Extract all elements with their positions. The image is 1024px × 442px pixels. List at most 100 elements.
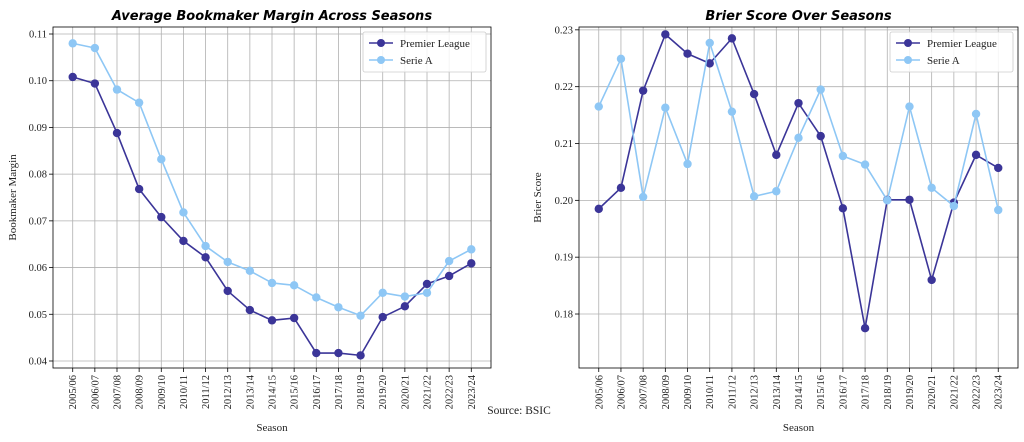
x-tick-label: 2009/10 — [157, 375, 168, 409]
data-point — [661, 30, 670, 39]
data-point — [949, 201, 959, 211]
data-point — [816, 85, 825, 94]
x-tick-label: 2017/18 — [861, 375, 872, 409]
data-point — [727, 34, 737, 43]
x-tick-label: 2008/09 — [661, 375, 672, 409]
x-tick-label: 2012/13 — [223, 375, 234, 409]
data-point — [289, 313, 299, 323]
data-point — [201, 253, 210, 262]
data-point — [772, 187, 781, 196]
x-tick-label: 2021/22 — [949, 375, 960, 409]
y-tick-label: 0.05 — [29, 310, 47, 321]
y-axis-label: Bookmaker Margin — [7, 154, 19, 241]
data-point — [134, 184, 144, 194]
y-tick-label: 0.04 — [29, 356, 48, 367]
x-tick-label: 2019/20 — [378, 375, 389, 409]
data-point — [378, 288, 387, 297]
data-point — [749, 89, 759, 99]
chart-brier-score: 0.18 0.19 0.20 0.21 0.22 0.23 2005/06 2006/07 20… — [532, 9, 1019, 434]
chart-title: Brier Score Over Seasons — [705, 9, 891, 24]
data-point — [772, 150, 781, 160]
data-point — [971, 150, 981, 160]
y-axis-label: Brier Score — [532, 172, 544, 223]
data-point — [594, 102, 603, 111]
data-point — [661, 103, 670, 112]
data-point — [749, 192, 759, 201]
y-tick-label: 0.11 — [29, 30, 47, 41]
data-point — [378, 312, 387, 322]
y-tick-label: 0.06 — [29, 263, 47, 274]
data-point — [838, 151, 848, 161]
legend-label: Serie A — [400, 55, 433, 67]
data-point — [90, 79, 100, 88]
data-point — [727, 107, 737, 116]
x-tick-label: 2014/15 — [794, 375, 805, 409]
data-point — [356, 351, 365, 360]
data-point — [616, 183, 626, 193]
legend-swatch-marker — [904, 56, 912, 64]
data-point — [422, 279, 432, 289]
y-tick-label: 0.19 — [555, 253, 573, 264]
y-tick-label: 0.21 — [555, 139, 573, 150]
x-axis-label: Season — [256, 422, 288, 434]
data-point — [334, 348, 343, 358]
data-point — [356, 311, 365, 320]
y-tick-label: 0.20 — [555, 196, 573, 207]
x-tick-label: 2006/07 — [90, 375, 101, 409]
data-point — [90, 43, 100, 53]
x-axis-label: Season — [783, 422, 815, 434]
source-note: Source: BSIC — [487, 405, 551, 417]
data-point — [705, 38, 714, 48]
x-tick-label: 2008/09 — [135, 375, 146, 409]
data-point — [794, 133, 803, 143]
data-point — [400, 302, 410, 311]
legend-label: Premier League — [927, 38, 997, 50]
data-point — [816, 131, 825, 141]
data-point — [245, 266, 255, 276]
data-point — [112, 128, 122, 138]
legend-swatch-marker — [377, 39, 385, 47]
x-tick-label: 2009/10 — [683, 375, 694, 409]
data-point — [794, 98, 803, 108]
data-point — [267, 316, 277, 325]
chart-bookmaker-margin: 0.04 0.05 0.06 0.07 0.08 0.09 0.10 0.11 2005/06 2… — [7, 9, 492, 434]
data-point — [444, 256, 454, 266]
data-point — [927, 183, 936, 193]
data-point — [705, 59, 714, 68]
y-tick-label: 0.22 — [555, 82, 573, 93]
x-tick-label: 2005/06 — [68, 375, 79, 409]
data-point — [638, 86, 648, 95]
x-tick-label: 2007/08 — [112, 375, 123, 409]
x-tick-label: 2015/16 — [816, 375, 827, 409]
data-point — [594, 204, 603, 214]
data-point — [444, 271, 454, 281]
legend: Premier League Serie A — [889, 31, 1014, 73]
data-point — [994, 205, 1003, 215]
data-point — [68, 72, 77, 82]
x-tick-label: 2013/14 — [245, 374, 256, 409]
x-tick-label: 2023/24 — [994, 374, 1005, 409]
y-tick-label: 0.18 — [555, 310, 573, 321]
x-tick-label: 2005/06 — [594, 375, 605, 409]
legend: Premier League Serie A — [362, 31, 487, 73]
x-tick-label: 2019/20 — [905, 375, 916, 409]
x-tick-label: 2018/19 — [356, 375, 367, 409]
data-point — [223, 286, 232, 296]
data-point — [112, 85, 122, 94]
x-tick-label: 2007/08 — [639, 375, 650, 409]
data-point — [467, 245, 476, 254]
data-point — [245, 305, 255, 315]
data-point — [400, 292, 410, 301]
x-tick-label: 2011/12 — [727, 375, 738, 409]
data-point — [638, 192, 648, 202]
data-point — [312, 293, 321, 302]
data-point — [860, 324, 870, 333]
x-tick-label: 2011/12 — [201, 375, 212, 409]
legend-swatch-marker — [377, 56, 385, 64]
x-tick-label: 2014/15 — [268, 375, 279, 409]
data-point — [134, 98, 144, 107]
x-tick-label: 2021/22 — [423, 375, 434, 409]
y-tick-label: 0.08 — [29, 170, 47, 181]
data-point — [223, 257, 232, 267]
